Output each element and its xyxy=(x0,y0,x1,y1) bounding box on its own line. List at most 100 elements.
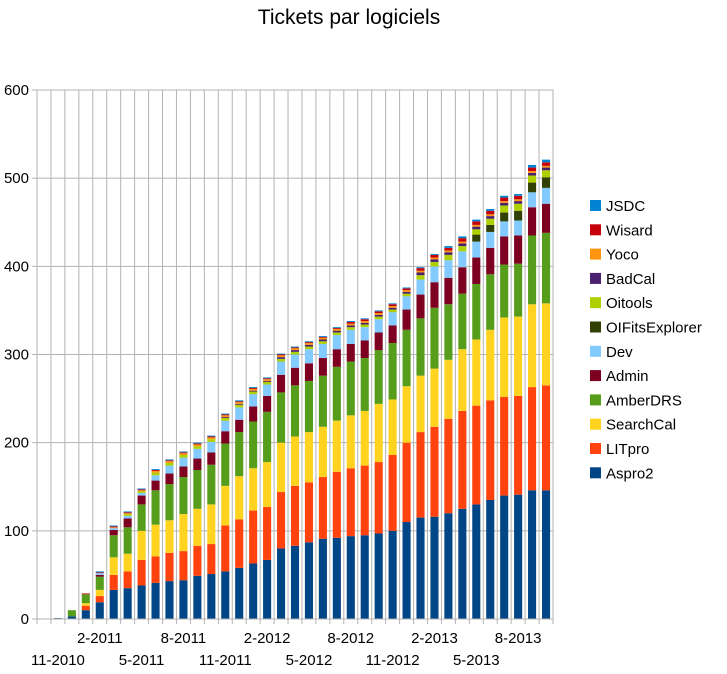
bar-segment-dev-9-2011 xyxy=(193,448,202,459)
bar-segment-yoco-7-2013 xyxy=(500,201,509,203)
bar-segment-jsdc-2-2013 xyxy=(430,253,439,255)
bar-segment-badcal-5-2012 xyxy=(304,344,313,347)
bar-segment-oitools-7-2011 xyxy=(165,462,174,466)
bar-segment-amberdrs-12-2010 xyxy=(67,610,76,617)
bar-segment-yoco-7-2011 xyxy=(165,461,174,463)
legend: JSDC Wisard Yoco BadCal Oitools OIFitsExplore… xyxy=(590,198,702,482)
bar-segment-admin-5-2013 xyxy=(472,257,481,284)
bar-segment-oitools-6-2011 xyxy=(151,472,160,476)
bar-segment-litpro-11-2012 xyxy=(388,455,397,531)
legend-swatch-oifitsexplorer xyxy=(590,321,601,333)
bar-segment-badcal-11-2011 xyxy=(221,417,230,418)
bar-segment-jsdc-2-2011 xyxy=(95,571,104,573)
bar-segment-wisard-5-2013 xyxy=(472,221,481,225)
bar-segment-dev-12-2012 xyxy=(402,296,411,310)
bar-segment-dev-2-2012 xyxy=(263,384,272,396)
bar-segment-dev-2-2013 xyxy=(430,266,439,283)
bar-segment-searchcal-6-2013 xyxy=(486,329,495,401)
bar-segment-searchcal-3-2011 xyxy=(109,557,118,575)
legend-label-oitools: Oitools xyxy=(606,295,653,312)
bar-segment-oitools-2-2013 xyxy=(430,261,439,267)
bar-segment-aspro2-6-2013 xyxy=(486,499,495,619)
bar-segment-yoco-11-2011 xyxy=(221,415,230,418)
legend-swatch-wisard xyxy=(590,224,601,236)
bar-segment-admin-11-2012 xyxy=(388,325,397,344)
bar-segment-badcal-4-2013 xyxy=(458,243,467,247)
bar-segment-oitools-7-2013 xyxy=(500,205,509,213)
bar-segment-aspro2-2-2012 xyxy=(263,559,272,619)
bar-segment-oifitsexplorer-9-2013 xyxy=(528,182,537,193)
bar-segment-jsdc-4-2013 xyxy=(458,236,467,239)
bar-segment-yoco-6-2011 xyxy=(151,470,160,473)
bar-segment-badcal-9-2012 xyxy=(360,322,369,325)
bar-segment-admin-9-2011 xyxy=(193,458,202,470)
bar-segment-litpro-1-2013 xyxy=(416,432,425,518)
bar-segment-amberdrs-11-2011 xyxy=(221,443,230,486)
bar-segment-aspro2-10-2013 xyxy=(541,490,551,619)
bar-segment-amberdrs-6-2013 xyxy=(486,274,495,330)
bar-segment-litpro-11-2011 xyxy=(221,525,230,572)
bar-segment-searchcal-10-2012 xyxy=(374,403,383,463)
bar-segment-yoco-9-2012 xyxy=(360,321,369,323)
bar-segment-litpro-10-2013 xyxy=(541,385,551,491)
bar-segment-amberdrs-10-2012 xyxy=(374,350,383,404)
bar-segment-amberdrs-1-2012 xyxy=(249,421,258,469)
bar-segment-dev-12-2011 xyxy=(235,407,244,420)
bar-segment-dev-3-2013 xyxy=(444,260,453,278)
bar-segment-amberdrs-10-2013 xyxy=(541,232,551,304)
bar-segment-amberdrs-6-2011 xyxy=(151,490,160,525)
bar-segment-wisard-1-2011 xyxy=(81,593,90,595)
gridlines xyxy=(36,89,554,624)
bar-segment-oifitsexplorer-6-2013 xyxy=(486,224,495,232)
bar-segment-oifitsexplorer-7-2013 xyxy=(500,212,509,222)
bar-segment-dev-5-2011 xyxy=(137,492,146,496)
bar-segment-jsdc-2-2012 xyxy=(263,377,272,379)
bar-segment-aspro2-9-2012 xyxy=(360,535,369,619)
bar-segment-jsdc-5-2012 xyxy=(304,341,313,343)
bar-segment-dev-6-2012 xyxy=(318,343,327,359)
bar-segment-badcal-10-2012 xyxy=(374,314,383,317)
bar-segment-badcal-5-2013 xyxy=(472,226,481,230)
bar-segment-dev-9-2012 xyxy=(360,327,369,341)
bar-segment-dev-7-2011 xyxy=(165,465,174,474)
bar-segment-searchcal-12-2012 xyxy=(402,386,411,443)
bar-segment-yoco-4-2013 xyxy=(458,241,467,244)
bar-segment-jsdc-7-2013 xyxy=(500,195,509,198)
bar-segment-admin-8-2011 xyxy=(179,466,188,478)
bar-segment-searchcal-5-2012 xyxy=(304,432,313,483)
bar-segment-wisard-2-2013 xyxy=(430,254,439,258)
bar-segment-aspro2-4-2012 xyxy=(290,545,300,619)
bar-segment-litpro-7-2011 xyxy=(165,552,174,582)
legend-label-litpro: LITpro xyxy=(606,441,649,458)
bar-segment-oitools-4-2012 xyxy=(290,351,300,355)
bar-segment-searchcal-8-2012 xyxy=(346,415,355,469)
bar-segment-amberdrs-6-2012 xyxy=(318,375,327,427)
y-tick-label: 300 xyxy=(4,347,29,364)
bar-segment-wisard-9-2012 xyxy=(360,319,369,321)
legend-swatch-searchcal xyxy=(590,418,601,430)
bar-segment-yoco-8-2013 xyxy=(514,199,523,202)
bar-segment-litpro-2-2011 xyxy=(95,596,104,603)
bar-segment-litpro-6-2013 xyxy=(486,400,495,500)
bar-segment-aspro2-8-2011 xyxy=(179,580,188,619)
bar-segment-searchcal-5-2013 xyxy=(472,339,481,406)
bar-segment-wisard-7-2013 xyxy=(500,197,509,202)
bar-segment-oitools-9-2013 xyxy=(528,175,537,183)
bar-segment-badcal-2-2012 xyxy=(263,380,272,382)
bar-segment-admin-7-2013 xyxy=(500,236,509,265)
bar-segment-dev-6-2013 xyxy=(486,231,495,248)
bar-segment-badcal-12-2012 xyxy=(402,291,411,294)
bar-segment-wisard-6-2012 xyxy=(318,336,327,338)
bar-segment-wisard-5-2012 xyxy=(304,342,313,344)
bar-segment-wisard-10-2013 xyxy=(541,162,551,166)
bar-segment-jsdc-10-2012 xyxy=(374,310,383,312)
bar-segment-searchcal-6-2012 xyxy=(318,426,327,478)
bar-segment-aspro2-1-2013 xyxy=(416,517,425,619)
bar-segment-badcal-2-2013 xyxy=(430,259,439,262)
bar-segment-oifitsexplorer-5-2013 xyxy=(472,234,481,242)
bar-segment-admin-4-2013 xyxy=(458,267,467,294)
bar-segment-badcal-9-2013 xyxy=(528,172,537,176)
legend-swatch-badcal xyxy=(590,272,601,284)
bar-segment-searchcal-10-2013 xyxy=(541,303,551,386)
bar-segment-aspro2-7-2012 xyxy=(332,537,341,619)
